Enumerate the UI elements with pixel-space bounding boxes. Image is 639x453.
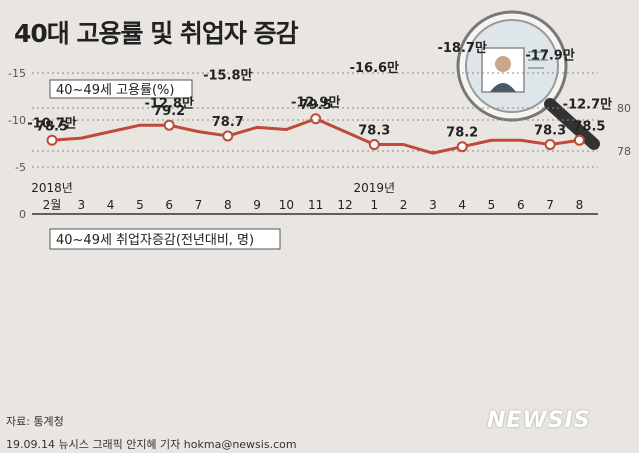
- month-label: 1: [370, 198, 378, 212]
- rate-value-label: 78.5: [573, 119, 605, 134]
- rate-point: [573, 134, 585, 146]
- month-label: 12: [337, 198, 352, 212]
- rate-point: [46, 134, 58, 146]
- magnifier-icon: [456, 10, 600, 150]
- month-label: 8: [224, 198, 232, 212]
- month-label: 2: [400, 198, 408, 212]
- newsis-logo: NEWSIS: [487, 408, 591, 433]
- rate-point: [222, 130, 234, 142]
- bar-chart-title: 40~49세 취업자증감(전년대비, 명): [56, 233, 254, 248]
- rate-point: [368, 139, 380, 151]
- y-tick-label: -10: [8, 114, 26, 127]
- month-label: 6: [517, 198, 525, 212]
- bar-chart-title-box: [49, 228, 281, 250]
- page-title: 40대 고용률 및 취업자 증감: [14, 19, 299, 48]
- line-chart-title-box: [49, 79, 193, 99]
- change-value-label: -12.8만: [144, 96, 193, 112]
- rate-value-label: 79.2: [153, 104, 185, 119]
- month-label: 6: [165, 198, 173, 212]
- month-label: 9: [253, 198, 261, 212]
- month-label: 4: [458, 198, 466, 212]
- month-label: 4: [107, 198, 115, 212]
- month-label: 8: [576, 198, 584, 212]
- month-label: 2월: [43, 198, 62, 212]
- month-label: 10: [279, 198, 294, 212]
- year-label: 2019년: [354, 181, 396, 195]
- rate-value-label: 78.3: [358, 124, 390, 139]
- change-value-label: -18.7만: [437, 40, 486, 56]
- employment-rate-chart: 78 80 78.5 79.2 78.7 79.5 78.3 78.2 78.3 78.5 40~4…: [32, 79, 631, 158]
- y-tick-label: 0: [19, 208, 26, 221]
- rate-value-label: 79.5: [300, 98, 332, 113]
- rate-point: [310, 113, 322, 125]
- rate-value-label: 78.7: [212, 115, 244, 130]
- change-value-label: -15.8만: [203, 67, 252, 83]
- change-value-label: -12.9만: [291, 95, 340, 111]
- change-value-label: -10.7만: [27, 115, 76, 131]
- rate-value-label: 78.3: [534, 124, 566, 139]
- y-tick-label: -15: [8, 67, 26, 80]
- month-label: 5: [136, 198, 144, 212]
- year-label: 2018년: [31, 181, 73, 195]
- credit-note: 19.09.14 뉴시스 그래픽 안지혜 기자 hokma@newsis.com: [6, 438, 297, 451]
- month-label: 3: [429, 198, 437, 212]
- change-value-label: -12.7만: [563, 97, 612, 113]
- y-tick-label: 78: [617, 145, 631, 158]
- rate-value-label: 78.5: [36, 119, 68, 134]
- y-tick-label: -5: [15, 161, 26, 174]
- month-label: 7: [195, 198, 203, 212]
- month-label: 3: [77, 198, 85, 212]
- rate-point: [544, 139, 556, 151]
- rate-point: [456, 141, 468, 153]
- y-tick-label: 80: [617, 102, 631, 115]
- month-label: 5: [488, 198, 496, 212]
- change-value-label: -17.9만: [525, 48, 574, 64]
- rate-value-label: 78.2: [446, 126, 478, 141]
- change-value-label: -16.6만: [350, 60, 399, 76]
- month-label: 11: [308, 198, 323, 212]
- rate-point: [163, 119, 175, 131]
- line-chart-title: 40~49세 고용률(%): [56, 83, 174, 98]
- month-label: 7: [546, 198, 554, 212]
- source-note: 자료: 통계청: [6, 415, 64, 428]
